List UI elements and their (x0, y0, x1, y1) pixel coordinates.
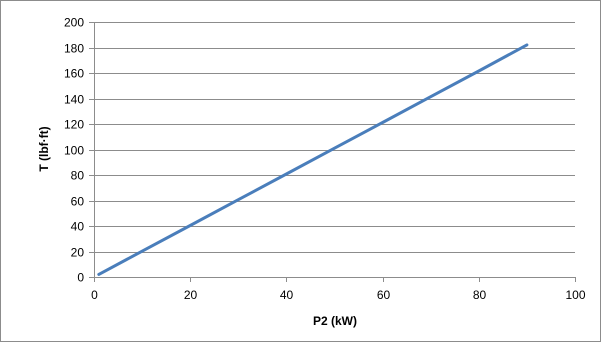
y-axis-title: T (lbf·ft) (37, 126, 51, 171)
y-tick-label-3: 60 (71, 195, 85, 209)
y-tick-label-6: 120 (64, 118, 84, 132)
series-line-0 (97, 43, 529, 276)
x-tick-label-0: 0 (91, 288, 98, 302)
y-tick-label-9: 180 (64, 42, 84, 56)
y-tick-label-4: 80 (71, 169, 85, 183)
y-tick-label-0: 0 (77, 271, 84, 285)
x-tick-label-1: 20 (184, 288, 198, 302)
y-tick-label-1: 20 (71, 246, 85, 260)
series-group (97, 43, 529, 276)
y-tick-label-2: 40 (71, 220, 85, 234)
y-tick-label-10: 200 (64, 16, 84, 30)
x-axis-title: P2 (kW) (313, 314, 357, 328)
gridlines (94, 22, 575, 253)
y-tick-label-7: 140 (64, 93, 84, 107)
y-axis-tick-labels: 0 20 40 60 80 100 120 140 160 180 200 (64, 16, 84, 285)
x-tick-label-3: 60 (377, 288, 391, 302)
x-tick-label-4: 80 (473, 288, 487, 302)
axes (89, 22, 576, 282)
y-tick-label-5: 100 (64, 144, 84, 158)
x-tick-label-2: 40 (280, 288, 294, 302)
y-tick-label-8: 160 (64, 67, 84, 81)
x-axis-tick-labels: 0 20 40 60 80 100 (91, 288, 586, 302)
x-tick-label-5: 100 (565, 288, 585, 302)
